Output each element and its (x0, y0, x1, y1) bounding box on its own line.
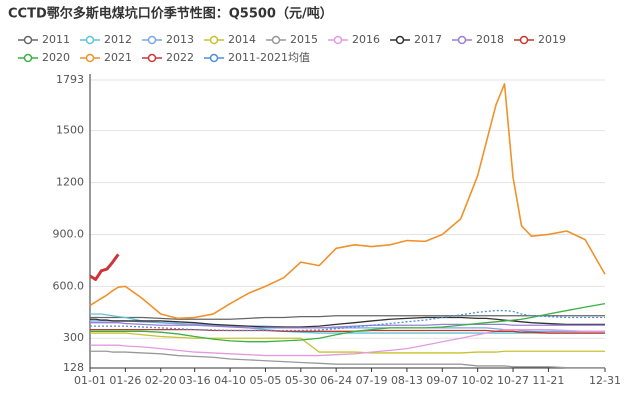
series-line (90, 322, 605, 329)
legend-icon (85, 35, 95, 45)
x-tick-label: 09-07 (426, 374, 458, 387)
x-tick-label: 01-01 (74, 374, 106, 387)
x-tick-label: 11-21 (532, 374, 564, 387)
x-tick-label: 12-31 (589, 374, 621, 387)
legend-icon (209, 53, 219, 63)
x-tick-label: 08-13 (391, 374, 423, 387)
series-line (89, 83, 606, 320)
x-tick-label: 10-02 (462, 374, 494, 387)
legend-label: 2012 (104, 33, 132, 46)
legend-icon (457, 35, 467, 45)
legend-label: 2021 (104, 51, 132, 64)
legend-label: 2015 (290, 33, 318, 46)
y-tick-label: 1793 (56, 73, 84, 86)
legend-icon (147, 53, 157, 63)
legend-item[interactable]: 2011 (18, 33, 70, 46)
series-line (90, 328, 605, 357)
legend-icon (519, 35, 529, 45)
x-tick-label: 05-30 (285, 374, 317, 387)
x-tick-label: 10-27 (497, 374, 529, 387)
y-tick-label: 600.0 (53, 279, 85, 292)
legend-item[interactable]: 2018 (452, 33, 504, 46)
series-line (90, 350, 605, 369)
legend-icon (147, 35, 157, 45)
legend-item[interactable]: 2021 (80, 51, 132, 64)
legend-item[interactable]: 2017 (390, 33, 442, 46)
legend-label: 2020 (42, 51, 70, 64)
legend-item[interactable]: 2019 (514, 33, 566, 46)
x-tick-label: 05-05 (249, 374, 281, 387)
y-tick-label: 1500 (56, 124, 84, 137)
legend-label: 2022 (166, 51, 194, 64)
legend-item[interactable]: 2022 (142, 51, 194, 64)
y-tick-label: 300 (63, 331, 84, 344)
series-line (90, 328, 605, 334)
legend-label: 2019 (538, 33, 566, 46)
legend-icon (23, 35, 33, 45)
series-line (90, 313, 605, 334)
legend-label: 2016 (352, 33, 380, 46)
legend-label: 2017 (414, 33, 442, 46)
legend-label: 2013 (166, 33, 194, 46)
legend-item[interactable]: 2020 (18, 51, 70, 64)
legend-item[interactable]: 2015 (266, 33, 318, 46)
y-tick-label: 900.0 (53, 227, 85, 240)
x-tick-label: 02-20 (145, 374, 177, 387)
legend-icon (333, 35, 343, 45)
x-tick-label: 01-26 (109, 374, 141, 387)
legend-item[interactable]: 2016 (328, 33, 380, 46)
legend-label: 2014 (228, 33, 256, 46)
legend-icon (85, 53, 95, 63)
y-tick-label: 1200 (56, 176, 84, 189)
legend-label: 2018 (476, 33, 504, 46)
series-line (89, 253, 120, 281)
legend-item[interactable]: 2014 (204, 33, 256, 46)
legend-icon (271, 35, 281, 45)
series-line (90, 309, 605, 332)
series-line (90, 316, 605, 328)
x-tick-label: 06-24 (320, 374, 352, 387)
legend-icon (23, 53, 33, 63)
x-tick-label: 03-16 (179, 374, 211, 387)
series-line (90, 332, 605, 354)
legend-label: 2011 (42, 33, 70, 46)
y-tick-label: 128 (63, 361, 84, 374)
legend-item[interactable]: 2011-2021均值 (204, 51, 310, 64)
x-tick-label: 04-10 (214, 374, 246, 387)
legend-icon (395, 35, 405, 45)
series-line (90, 303, 606, 343)
legend-item[interactable]: 2012 (80, 33, 132, 46)
chart-title: CCTD鄂尔多斯电煤坑口价季节性图：Q5500（元/吨） (8, 6, 333, 22)
legend-label: 2011-2021均值 (228, 51, 310, 64)
legend-item[interactable]: 2013 (142, 33, 194, 46)
x-tick-label: 07-19 (356, 374, 388, 387)
legend-icon (209, 35, 219, 45)
